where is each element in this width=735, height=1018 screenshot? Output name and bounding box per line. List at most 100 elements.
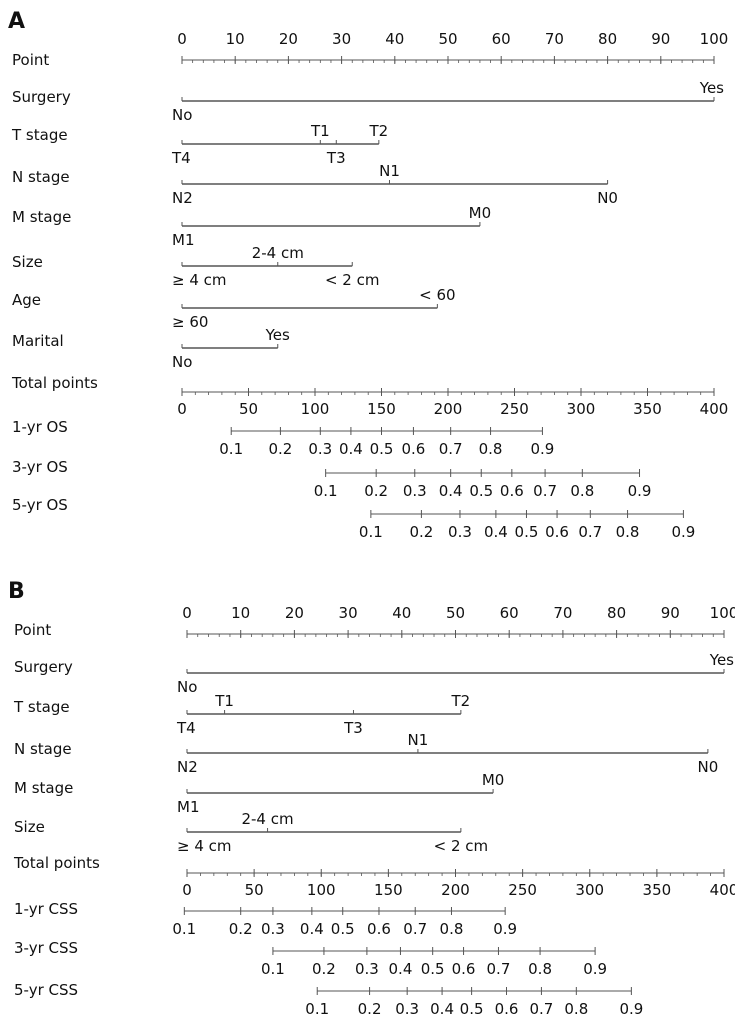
probability-label: 0.4 <box>389 960 413 978</box>
level-label: N0 <box>597 189 618 207</box>
probability-label: 0.4 <box>484 523 508 541</box>
level-label: T2 <box>451 692 471 710</box>
level-label: No <box>172 353 192 371</box>
level-label: < 60 <box>419 286 455 304</box>
row-label: Point <box>14 621 51 639</box>
row-1-yr-css: 1-yr CSS 0.1 0.2 0.3 0.4 0.5 0.6 0.7 0.8 0.9 <box>14 900 517 938</box>
level-label: No <box>177 678 197 696</box>
tick-label: 350 <box>643 881 672 899</box>
tick-label: 150 <box>367 400 396 418</box>
probability-label: 0.5 <box>370 440 394 458</box>
row-5-yr-os: 5-yr OS 0.1 0.2 0.3 0.4 0.5 0.6 0.7 0.8 0.9 <box>12 496 695 541</box>
probability-label: 0.6 <box>367 920 391 938</box>
row-3-yr-os: 3-yr OS 0.1 0.2 0.3 0.4 0.5 0.6 0.7 0.8 0.9 <box>12 458 651 500</box>
probability-label: 0.9 <box>531 440 555 458</box>
probability-label: 0.2 <box>312 960 336 978</box>
level-label: M0 <box>482 771 505 789</box>
probability-label: 0.7 <box>403 920 427 938</box>
row-m-stage: M stage M1 M0 <box>12 204 491 249</box>
row-label: N stage <box>12 168 70 186</box>
probability-label: 0.1 <box>305 1000 329 1018</box>
panel-a: A Point 0 10 20 30 40 50 60 70 80 90 100 Surgery No Yes… <box>8 9 728 541</box>
level-label: < 2 cm <box>325 271 380 289</box>
probability-label: 0.3 <box>448 523 472 541</box>
tick-label: 70 <box>553 604 572 622</box>
row-3-yr-css: 3-yr CSS 0.1 0.2 0.3 0.4 0.5 0.6 0.7 0.8 0.9 <box>14 939 607 978</box>
probability-label: 0.3 <box>355 960 379 978</box>
tick-label: 100 <box>301 400 330 418</box>
level-label: T3 <box>326 149 346 167</box>
row-label: Point <box>12 51 49 69</box>
level-label: No <box>172 106 192 124</box>
tick-label: 200 <box>434 400 463 418</box>
row-total-points: Total points 0 50 100 150 200 250 300 350 400 <box>11 374 728 418</box>
probability-label: 0.2 <box>268 440 292 458</box>
probability-label: 0.9 <box>583 960 607 978</box>
probability-label: 0.7 <box>487 960 511 978</box>
row-label: 3-yr OS <box>12 458 68 476</box>
level-label: ≥ 4 cm <box>177 837 232 855</box>
probability-label: 0.5 <box>469 482 493 500</box>
row-age: Age ≥ 60 < 60 <box>12 286 456 331</box>
probability-label: 0.4 <box>300 920 324 938</box>
level-label: T4 <box>171 149 191 167</box>
row-label: 5-yr OS <box>12 496 68 514</box>
tick-label: 40 <box>392 604 411 622</box>
probability-label: 0.1 <box>219 440 243 458</box>
row-label: 5-yr CSS <box>14 981 78 999</box>
tick-label: 20 <box>285 604 304 622</box>
tick-label: 80 <box>598 30 617 48</box>
probability-label: 0.3 <box>261 920 285 938</box>
row-label: Surgery <box>12 88 71 106</box>
probability-label: 0.6 <box>500 482 524 500</box>
probability-label: 0.2 <box>229 920 253 938</box>
tick-label: 70 <box>545 30 564 48</box>
level-label: < 2 cm <box>434 837 489 855</box>
probability-label: 0.8 <box>570 482 594 500</box>
tick-label: 200 <box>441 881 470 899</box>
tick-label: 60 <box>500 604 519 622</box>
tick-label: 50 <box>245 881 264 899</box>
probability-label: 0.4 <box>430 1000 454 1018</box>
row-label: M stage <box>12 208 71 226</box>
tick-label: 50 <box>239 400 258 418</box>
probability-label: 0.7 <box>529 1000 553 1018</box>
row-m-stage: M stage M1 M0 <box>14 771 504 816</box>
tick-label: 30 <box>332 30 351 48</box>
probability-label: 0.8 <box>440 920 464 938</box>
probability-label: 0.1 <box>359 523 383 541</box>
probability-label: 0.1 <box>172 920 196 938</box>
probability-label: 0.5 <box>460 1000 484 1018</box>
tick-label: 0 <box>182 881 192 899</box>
level-label: T3 <box>343 719 363 737</box>
tick-label: 100 <box>700 30 729 48</box>
probability-label: 0.8 <box>564 1000 588 1018</box>
row-label: 3-yr CSS <box>14 939 78 957</box>
row-label: Size <box>14 818 45 836</box>
tick-label: 150 <box>374 881 403 899</box>
row-label: Age <box>12 291 41 309</box>
level-label: M0 <box>469 204 492 222</box>
probability-label: 0.5 <box>331 920 355 938</box>
tick-label: 90 <box>651 30 670 48</box>
row-label: T stage <box>11 126 68 144</box>
tick-label: 400 <box>700 400 729 418</box>
row-label: M stage <box>14 779 73 797</box>
row-label: Marital <box>12 332 64 350</box>
row-marital: Marital No Yes <box>12 326 290 371</box>
row-label: N stage <box>14 740 72 758</box>
tick-label: 60 <box>492 30 511 48</box>
tick-label: 90 <box>661 604 680 622</box>
row-size: Size ≥ 4 cm 2-4 cm < 2 cm <box>14 810 488 855</box>
level-label: Yes <box>709 651 734 669</box>
probability-label: 0.9 <box>493 920 517 938</box>
level-label: T4 <box>176 719 196 737</box>
tick-label: 50 <box>446 604 465 622</box>
level-label: T1 <box>214 692 234 710</box>
probability-label: 0.3 <box>395 1000 419 1018</box>
level-label: 2-4 cm <box>241 810 293 828</box>
tick-label: 0 <box>177 30 187 48</box>
row-label: 1-yr CSS <box>14 900 78 918</box>
row-surgery: Surgery No Yes <box>12 79 724 124</box>
